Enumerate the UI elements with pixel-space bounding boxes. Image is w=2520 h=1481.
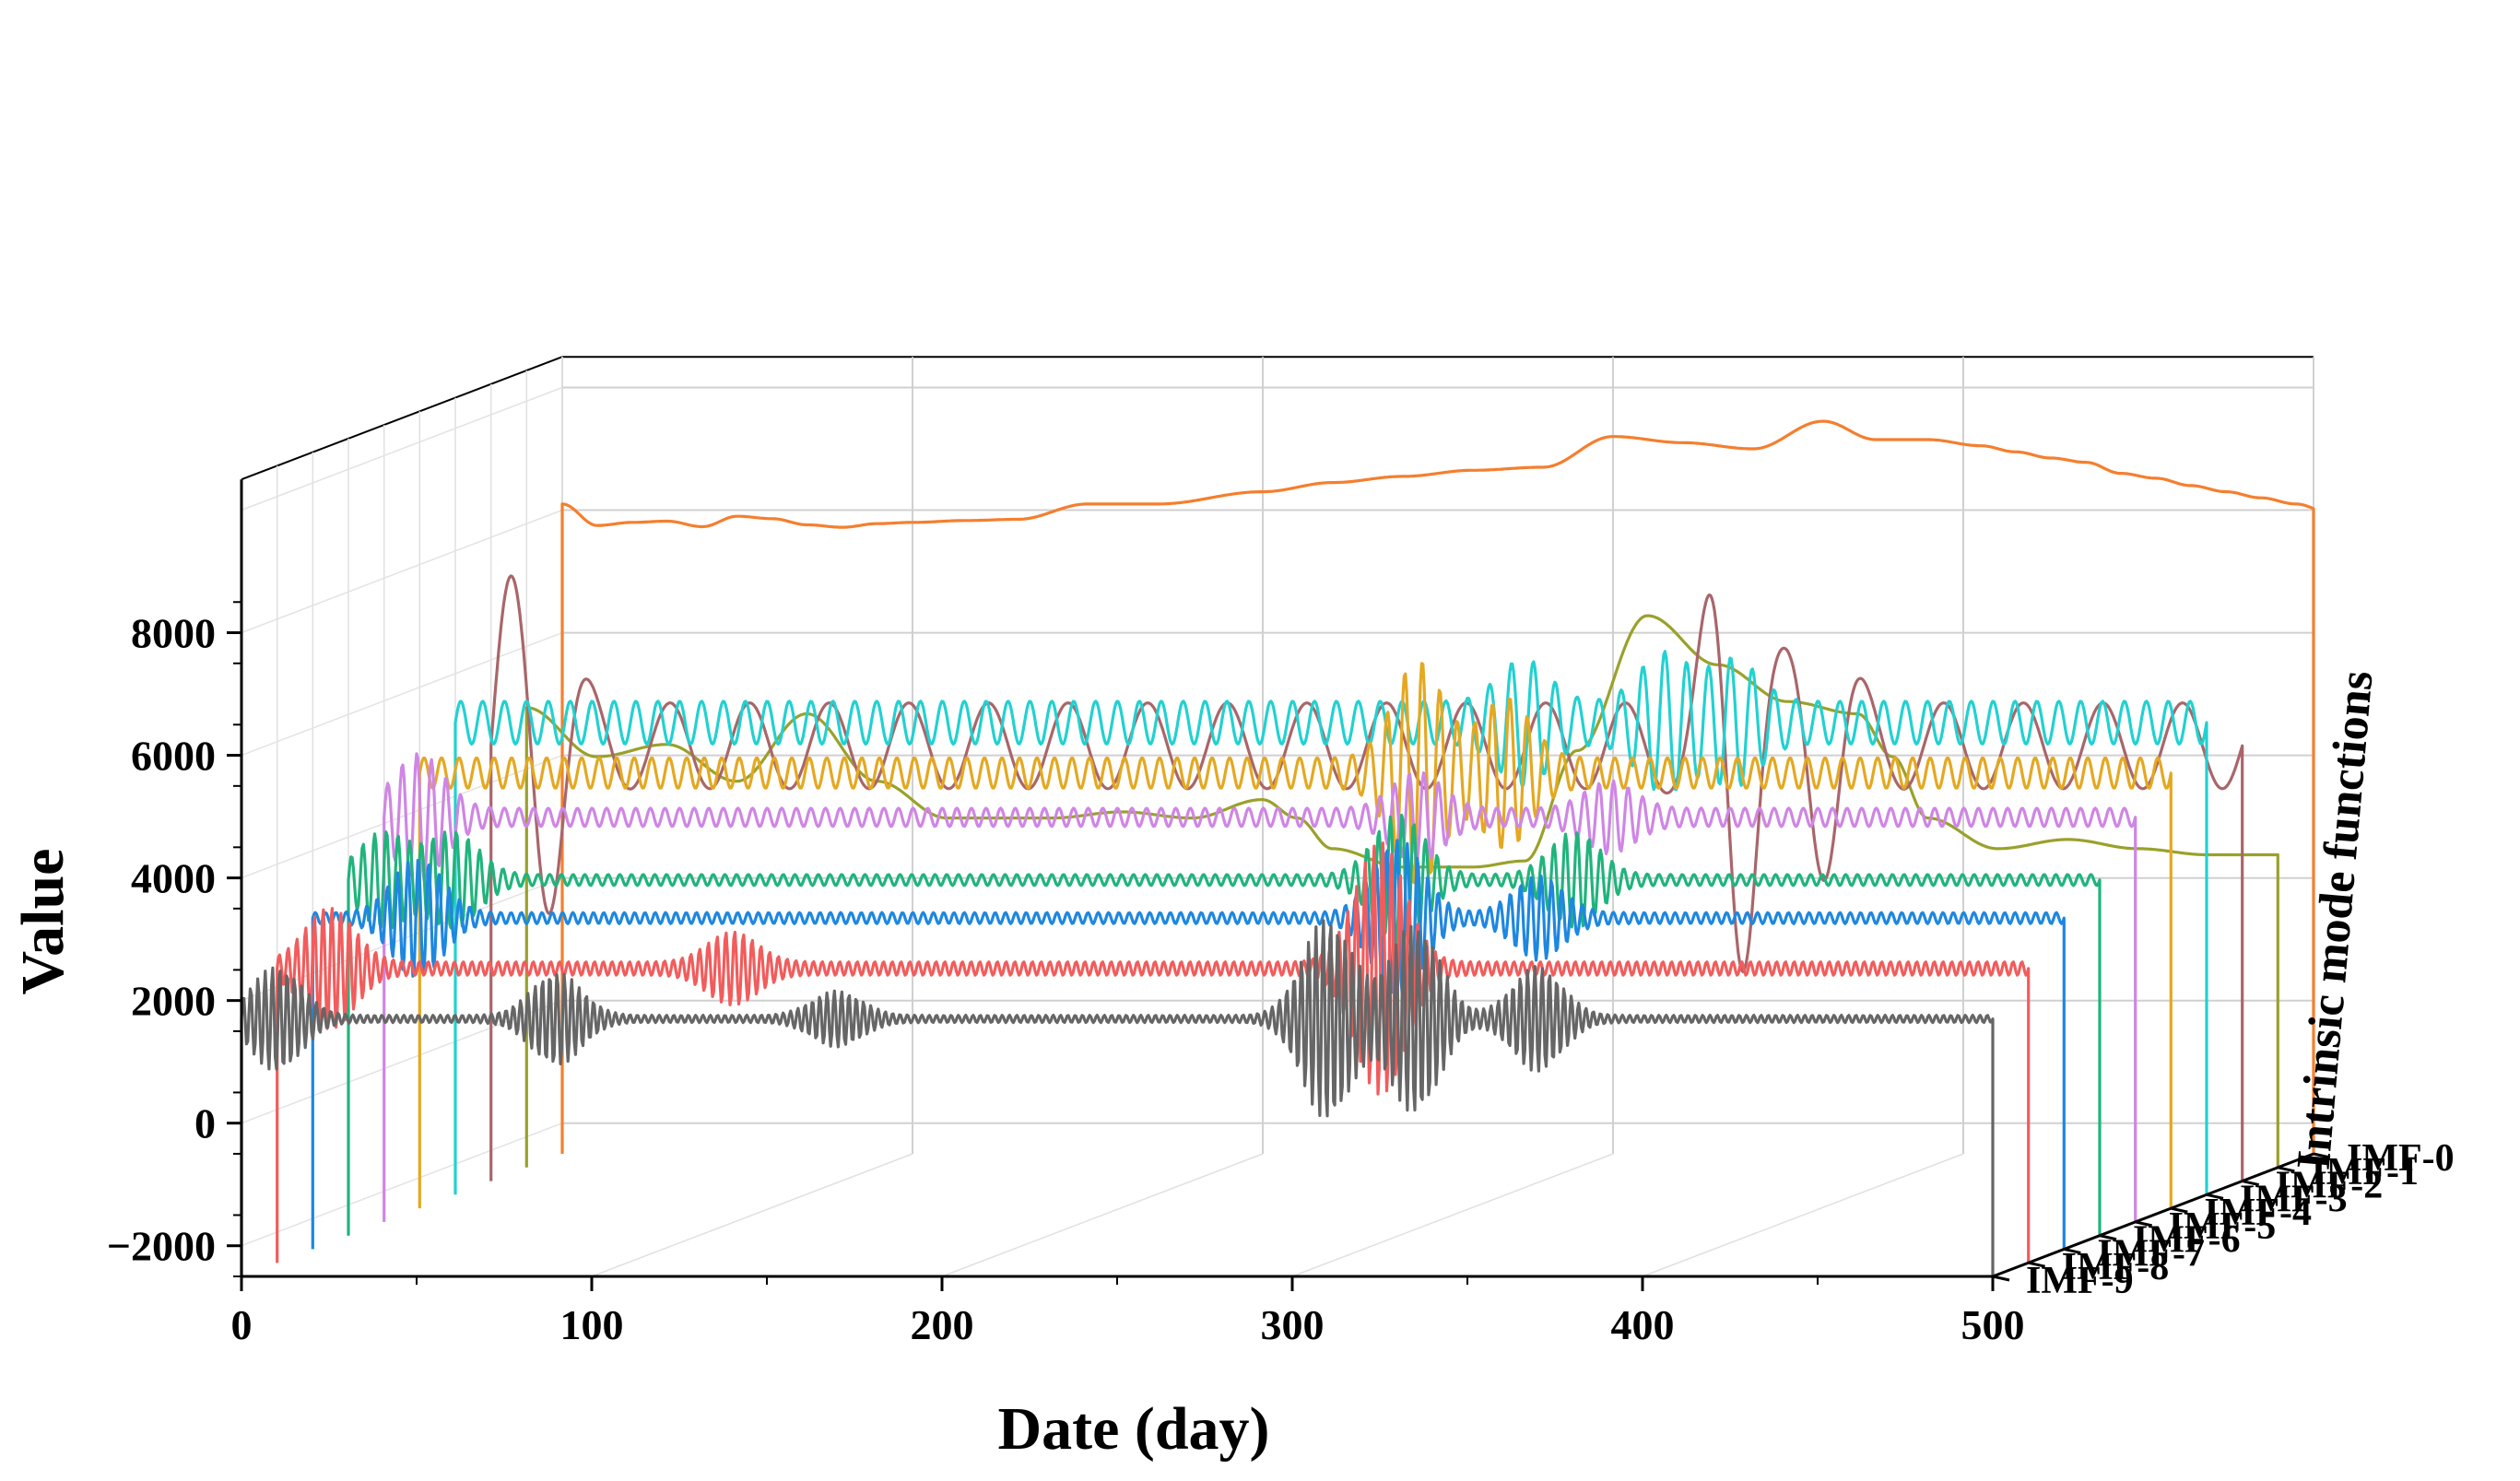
series-line-imf-7 <box>311 839 2066 1250</box>
y-tick-label: 0 <box>194 1100 216 1147</box>
x-tick-label: 0 <box>231 1301 253 1348</box>
z-tick <box>2099 1234 2117 1241</box>
grid-line <box>591 1153 913 1277</box>
z-tick <box>2064 1247 2081 1254</box>
z-tick-label-imf-5: IMF-5 <box>2169 1205 2277 1248</box>
axes-group <box>227 479 2331 1291</box>
y-tick-label: −2000 <box>107 1223 216 1270</box>
y-tick-label: 8000 <box>131 610 216 657</box>
z-tick-label-imf-8: IMF-8 <box>2062 1246 2170 1288</box>
z-tick <box>2028 1261 2045 1268</box>
x-tick-label: 400 <box>1611 1301 1675 1348</box>
z-tick-label-imf-6: IMF-6 <box>2133 1219 2241 1262</box>
x-tick-label: 300 <box>1261 1301 1325 1348</box>
y-axis-label: Value <box>9 849 77 995</box>
series-group <box>240 419 2315 1276</box>
x-tick-label: 500 <box>1961 1301 2025 1348</box>
z-tick <box>1992 1275 2010 1282</box>
z-tick <box>2313 1152 2331 1159</box>
z-tick <box>2278 1166 2295 1173</box>
frame-edge <box>241 356 563 481</box>
grid-line <box>1291 1153 1614 1277</box>
z-tick-label-imf-7: IMF-7 <box>2097 1232 2205 1275</box>
z-tick-label-imf-1: IMF-1 <box>2311 1151 2419 1193</box>
x-tick-label: 100 <box>560 1301 624 1348</box>
z-tick <box>2135 1220 2152 1228</box>
z-tick <box>2242 1180 2259 1187</box>
grid-line <box>241 631 563 757</box>
z-tick-label-imf-4: IMF-4 <box>2204 1192 2312 1234</box>
z-tick-label-imf-0: IMF-0 <box>2347 1137 2455 1180</box>
grid-line <box>241 1122 563 1247</box>
grid-line <box>241 386 563 511</box>
x-tick-label: 200 <box>911 1301 974 1348</box>
z-tick <box>2206 1193 2224 1200</box>
z-tick <box>2171 1206 2188 1214</box>
series-line-imf-6 <box>347 813 2102 1236</box>
series-line-imf-5 <box>383 752 2137 1222</box>
grid-line <box>1642 1153 1964 1277</box>
grid-line <box>241 754 563 879</box>
z-tick-label-imf-9: IMF-9 <box>2026 1260 2134 1302</box>
z-axis-line <box>1992 1152 2314 1278</box>
z-axis-label: Intrinsic mode functions <box>2288 669 2384 1172</box>
y-tick-label: 2000 <box>131 978 216 1025</box>
grid-line <box>241 509 563 634</box>
z-tick-label-imf-2: IMF-2 <box>2276 1165 2384 1207</box>
y-tick-label: 4000 <box>131 855 216 902</box>
series-line-imf-9 <box>240 919 1995 1276</box>
x-axis-label: Date (day) <box>997 1395 1269 1463</box>
series-line-imf-3 <box>453 650 2208 1195</box>
series-line-imf-8 <box>276 841 2031 1264</box>
z-tick-label-imf-3: IMF-3 <box>2240 1178 2348 1220</box>
series-line-imf-0 <box>560 419 2315 1154</box>
series-line-imf-4 <box>418 662 2173 1209</box>
y-tick-label: 6000 <box>131 733 216 780</box>
grid-line <box>941 1153 1264 1277</box>
